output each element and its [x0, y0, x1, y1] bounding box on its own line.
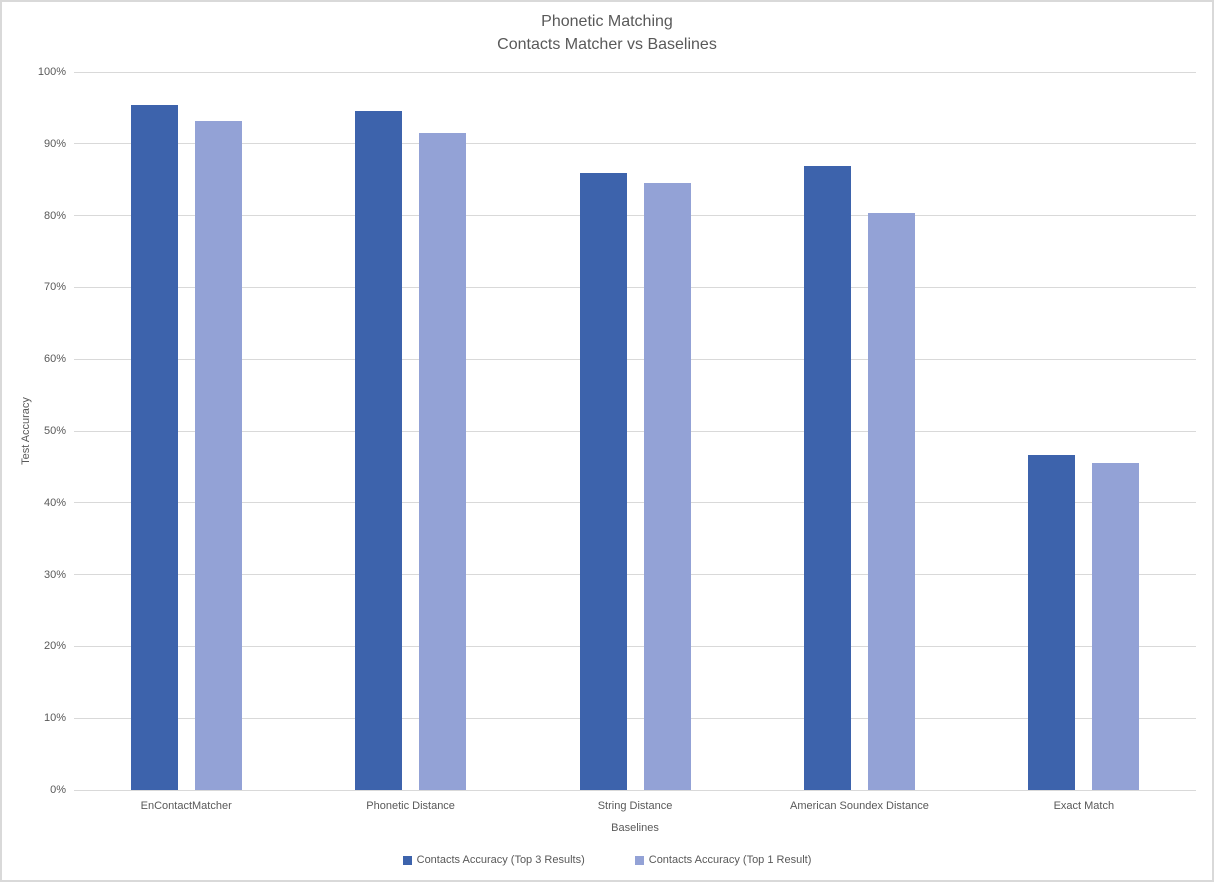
- gridline: [74, 143, 1196, 145]
- legend-marker-icon: [634, 855, 644, 865]
- bar-exact-match-contacts-accuracy-top-1-result: [1092, 463, 1140, 790]
- bar-string-distance-contacts-accuracy-top-3-results: [579, 172, 627, 790]
- y-tick-label: 90%: [43, 137, 66, 150]
- gridline: [74, 717, 1196, 719]
- y-tick-label: 30%: [43, 568, 66, 581]
- x-category-label-encontactmatcher: EnContactMatcher: [140, 800, 232, 812]
- gridline: [74, 430, 1196, 432]
- x-category-label-phonetic-distance: Phonetic Distance: [366, 800, 455, 812]
- legend: Contacts Accuracy (Top 3 Results) Contact…: [2, 854, 1212, 866]
- bar-american-soundex-distance-contacts-accuracy-top-1-result: [867, 213, 915, 790]
- gridline: [74, 286, 1196, 288]
- bar-group-encontactmatcher: [74, 72, 298, 790]
- x-axis-title: Baselines: [611, 822, 659, 834]
- bar-encontactmatcher-contacts-accuracy-top-3-results: [130, 105, 178, 790]
- bar-phonetic-distance-contacts-accuracy-top-1-result: [419, 133, 467, 790]
- bar-group-american-soundex-distance: [747, 72, 971, 790]
- y-tick-label: 80%: [43, 209, 66, 222]
- chart-title-line-1: Phonetic Matching: [541, 13, 673, 30]
- gridline: [74, 215, 1196, 217]
- bar-exact-match-contacts-accuracy-top-3-results: [1028, 455, 1076, 790]
- plot-area: [74, 71, 1196, 791]
- x-category-label-exact-match: Exact Match: [1053, 800, 1115, 812]
- y-tick-label: 10%: [43, 712, 66, 725]
- gridline: [74, 574, 1196, 576]
- bar-encontactmatcher-contacts-accuracy-top-1-result: [194, 120, 242, 790]
- gridline: [74, 789, 1196, 791]
- chart-title-line-2: Contacts Matcher vs Baselines: [497, 36, 717, 53]
- legend-item-contacts-accuracy-top-1-result: Contacts Accuracy (Top 1 Result): [634, 854, 812, 866]
- legend-marker-icon: [402, 855, 412, 865]
- legend-label: Contacts Accuracy (Top 1 Result): [648, 854, 812, 866]
- gridline: [74, 645, 1196, 647]
- y-tick-label: 20%: [43, 640, 66, 653]
- bar-group-phonetic-distance: [298, 72, 522, 790]
- bar-american-soundex-distance-contacts-accuracy-top-3-results: [803, 166, 851, 790]
- legend-item-contacts-accuracy-top-3-results: Contacts Accuracy (Top 3 Results): [402, 854, 585, 866]
- chart-title: Phonetic Matching Contacts Matcher vs Ba…: [2, 10, 1212, 56]
- legend-label: Contacts Accuracy (Top 3 Results): [416, 854, 585, 866]
- x-axis-category-labels: EnContactMatcher Phonetic Distance String …: [74, 800, 1196, 812]
- y-tick-label: 0%: [50, 784, 66, 796]
- x-category-label-string-distance: String Distance: [597, 800, 673, 812]
- x-category-label-american-soundex-distance: American Soundex Distance: [790, 800, 929, 812]
- y-tick-label: 50%: [43, 425, 66, 437]
- y-tick-label: 70%: [43, 281, 66, 294]
- bar-group-string-distance: [523, 72, 747, 790]
- gridline: [74, 358, 1196, 360]
- bar-string-distance-contacts-accuracy-top-1-result: [643, 183, 691, 790]
- bars-area: [74, 72, 1196, 790]
- y-tick-label: 100%: [37, 66, 66, 78]
- bar-phonetic-distance-contacts-accuracy-top-3-results: [355, 110, 403, 790]
- gridline: [74, 502, 1196, 504]
- gridline: [74, 71, 1196, 73]
- y-tick-label: 40%: [43, 496, 66, 509]
- y-tick-label: 60%: [43, 353, 66, 366]
- y-axis-tick-labels: 0% 10% 20% 30% 40% 50% 60% 70% 80% 90% 100%: [2, 66, 66, 796]
- bar-group-exact-match: [972, 72, 1196, 790]
